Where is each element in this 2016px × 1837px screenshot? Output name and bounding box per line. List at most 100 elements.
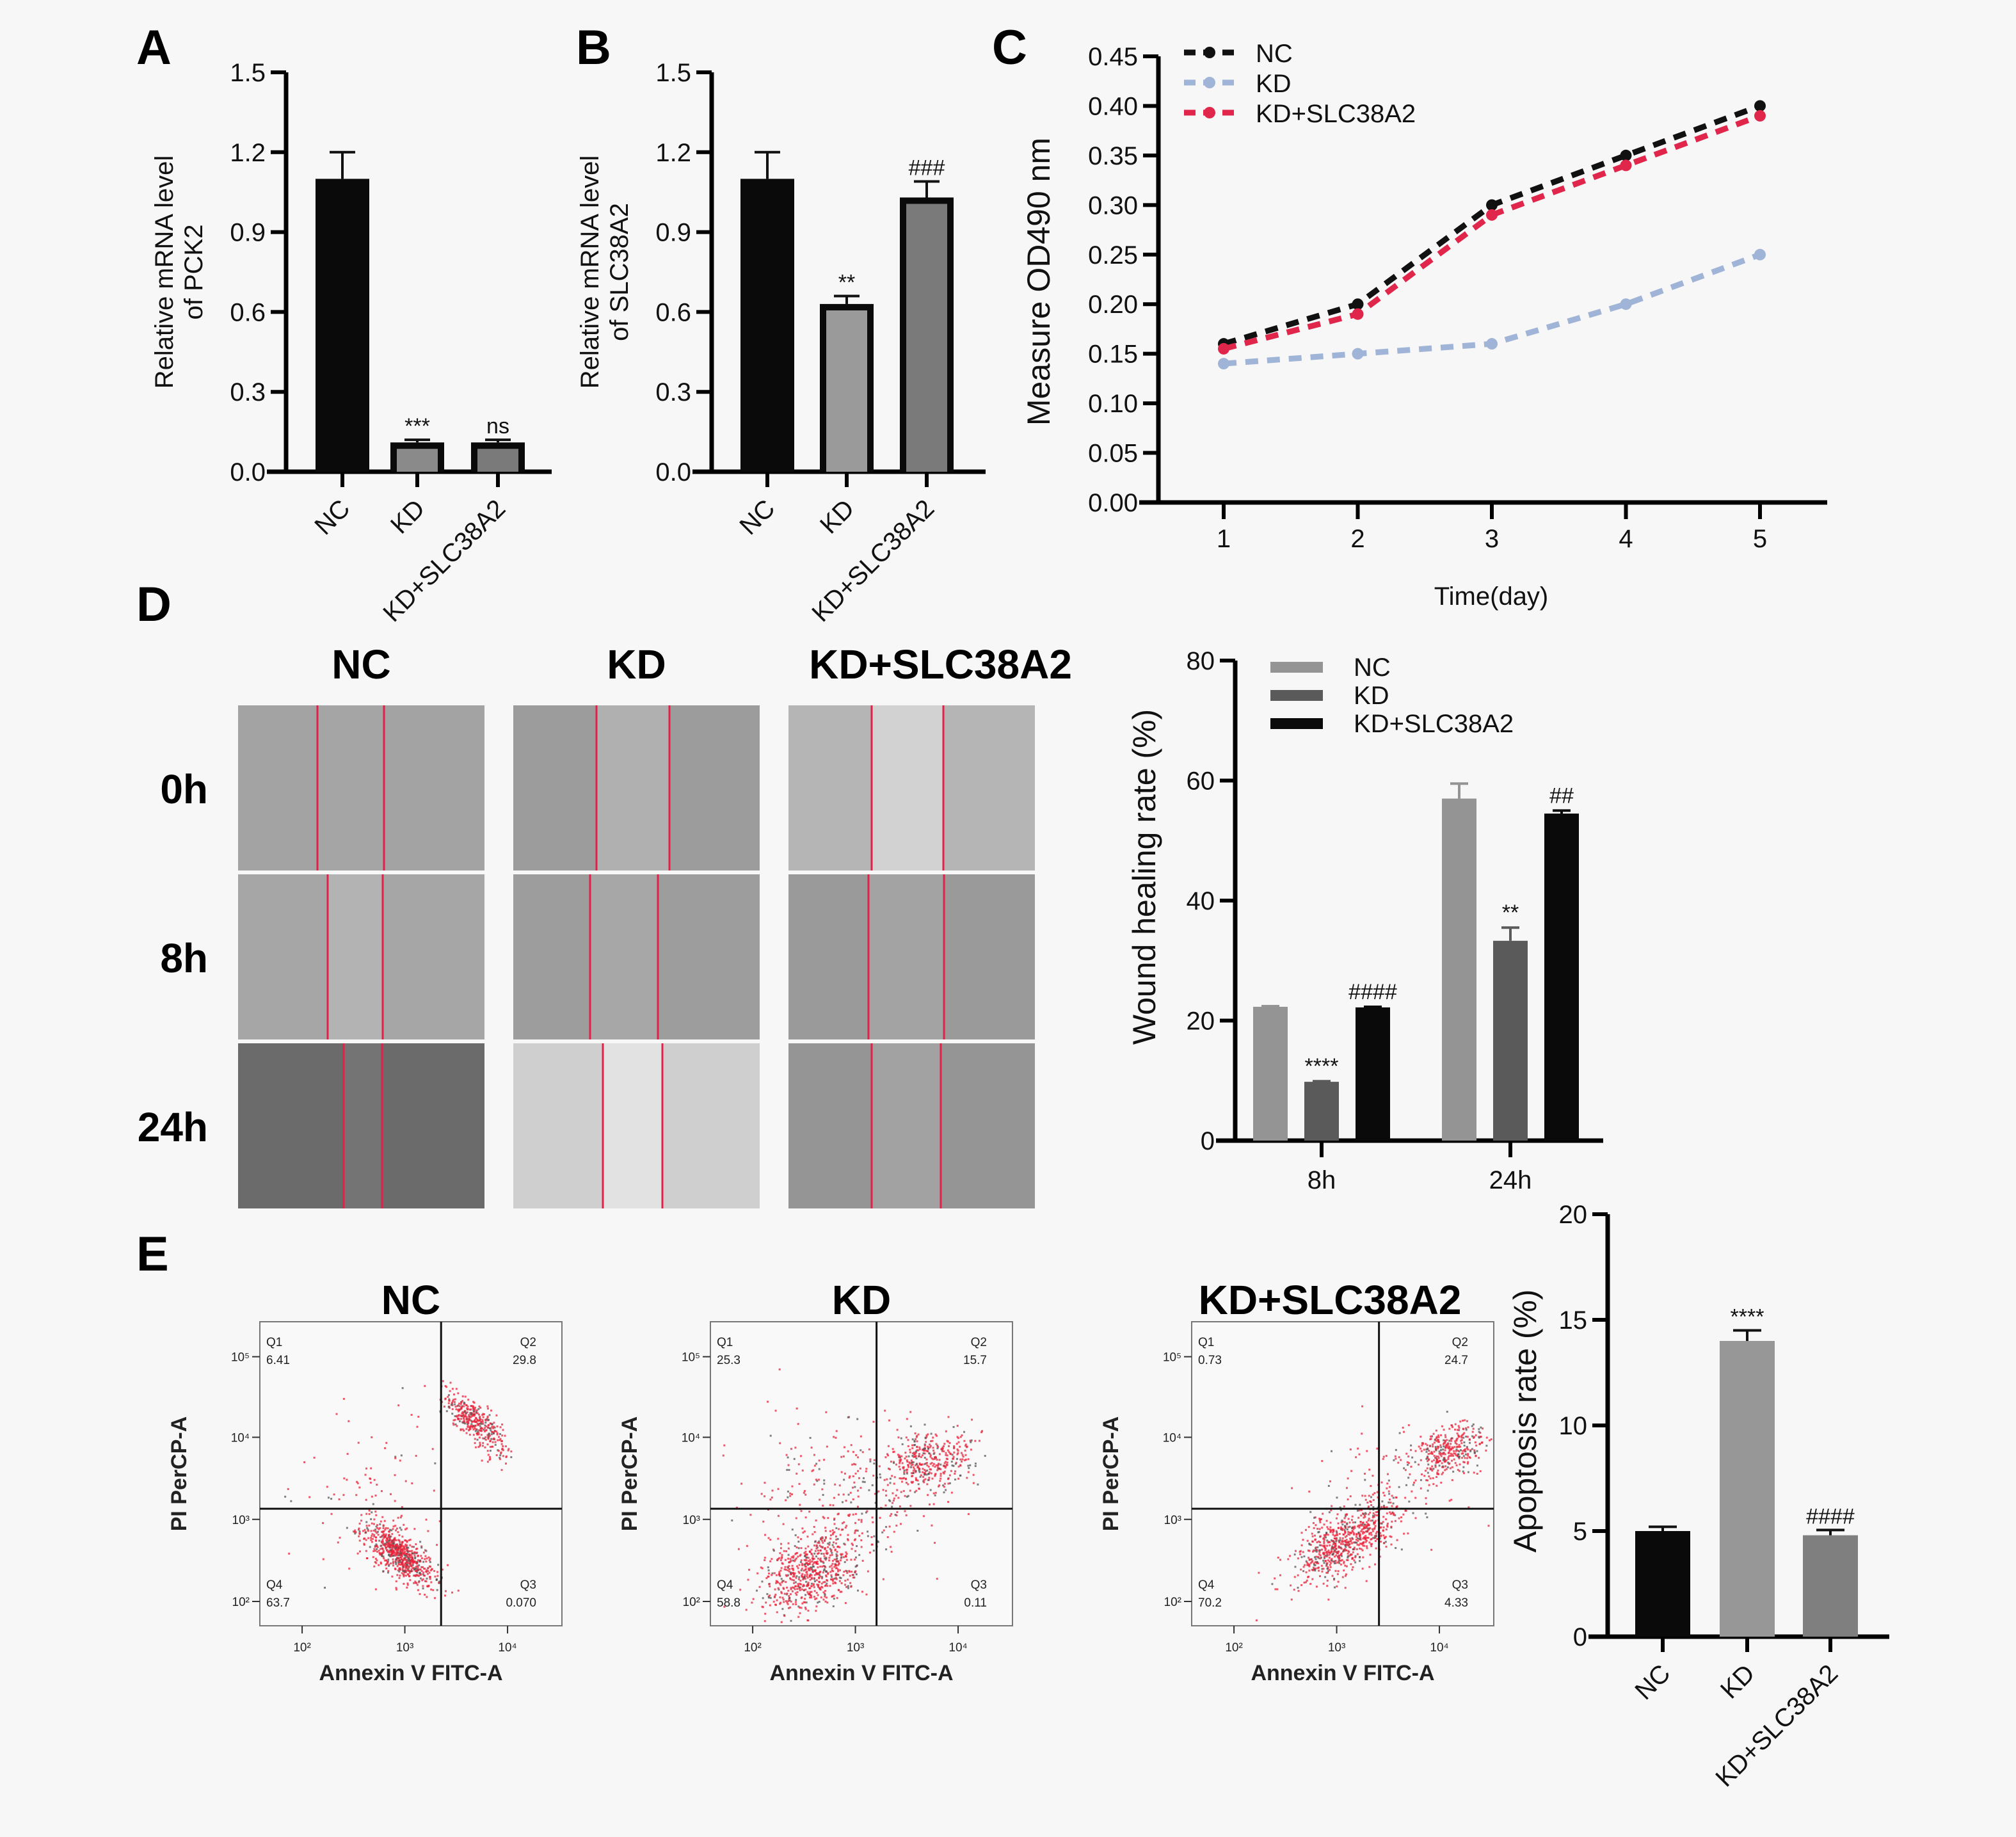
flow-event [1331,1553,1334,1556]
flow-event [937,1468,940,1470]
flow-event [1448,1455,1451,1457]
wound-column-label: NC [332,641,390,687]
flow-event [904,1457,906,1460]
flow-event [1469,1441,1471,1444]
flow-event [778,1368,781,1370]
flow-event [758,1585,761,1588]
flow-event [819,1498,821,1501]
flow-x-tick-label: 10³ [1328,1641,1345,1655]
flow-event [1476,1450,1478,1452]
flow-event [1366,1523,1369,1525]
flow-event [490,1429,492,1432]
flow-event [1454,1423,1457,1425]
flow-event [919,1475,922,1478]
flow-event [899,1456,901,1459]
flow-event [1457,1468,1459,1471]
flow-event [1318,1566,1320,1569]
flow-event [458,1409,460,1411]
flow-event [847,1514,850,1516]
flow-event [855,1573,858,1576]
flow-event [907,1464,909,1466]
flow-event [1400,1459,1402,1461]
flow-event [1456,1437,1459,1440]
flow-event [835,1527,838,1530]
flow-event [1364,1512,1366,1514]
flow-event [780,1547,782,1550]
flow-event [1340,1554,1342,1557]
flow-event [823,1482,826,1485]
flow-event [374,1528,377,1531]
flow-event [1379,1541,1382,1543]
flow-event [457,1392,460,1395]
flow-event [797,1616,800,1618]
x-tick-label: 5 [1753,525,1767,553]
chart-D-y-tick-label: 40 [1187,887,1215,915]
flow-event [480,1434,483,1436]
flow-event [1318,1518,1321,1520]
flow-event [1421,1444,1423,1447]
flow-event [787,1557,790,1560]
flow-event [824,1590,826,1592]
flow-event [1279,1574,1281,1576]
flow-event [835,1576,837,1579]
flow-event [373,1479,376,1481]
quadrant-name-q1: Q1 [266,1336,282,1349]
flow-event [1338,1532,1341,1535]
flow-event [774,1603,777,1606]
flow-event [915,1457,918,1459]
flow-event [502,1445,504,1447]
flow-event [810,1548,813,1551]
flow-event [816,1546,819,1549]
flow-event [1395,1547,1397,1550]
flow-event [927,1450,929,1452]
flow-event [456,1405,459,1408]
flow-event [468,1418,471,1421]
flow-event [1356,1543,1359,1546]
flow-event [885,1548,888,1551]
flow-event [1362,1542,1364,1544]
flow-event [1271,1583,1274,1585]
flow-event [912,1472,915,1474]
flow-event [1364,1495,1366,1497]
flow-event [852,1486,854,1489]
flow-event [926,1469,929,1472]
flow-event [818,1459,820,1462]
flow-event [413,1560,415,1563]
flow-event [794,1544,796,1547]
flow-event [398,1568,401,1570]
flow-event [356,1552,359,1555]
flow-event [809,1587,812,1589]
flow-event [855,1454,858,1456]
flow-event [396,1548,399,1551]
flow-y-tick-label: 10⁴ [682,1432,700,1445]
flow-event [934,1466,936,1468]
quadrant-name-q1: Q1 [1198,1336,1214,1349]
flow-event [1468,1438,1471,1441]
flow-event [845,1500,847,1502]
flow-event [388,1539,390,1542]
flow-event [780,1621,783,1623]
flow-event [782,1587,785,1589]
flow-event [804,1568,807,1570]
flow-event [1279,1559,1282,1561]
flow-event [500,1469,503,1472]
flow-event [472,1413,475,1415]
flow-event [768,1583,771,1585]
flow-event [378,1564,380,1566]
flow-event [911,1452,914,1455]
flow-event [380,1490,383,1493]
flow-event [1376,1538,1379,1541]
flow-event [957,1477,960,1480]
flow-event [804,1565,806,1568]
flow-event [1331,1550,1333,1553]
flow-event [804,1594,807,1596]
flow-event [891,1475,893,1477]
flow-event [807,1563,810,1566]
flow-event [1440,1446,1443,1448]
flow-event [867,1530,869,1533]
flow-event [893,1462,895,1464]
flow-event [1354,1504,1357,1506]
flow-event [404,1528,407,1530]
flow-event [1395,1496,1398,1499]
chart-wound-healing-rate: 0204060808h****####24h**##NCKDKD+SLC38A2… [1126,647,1603,1194]
